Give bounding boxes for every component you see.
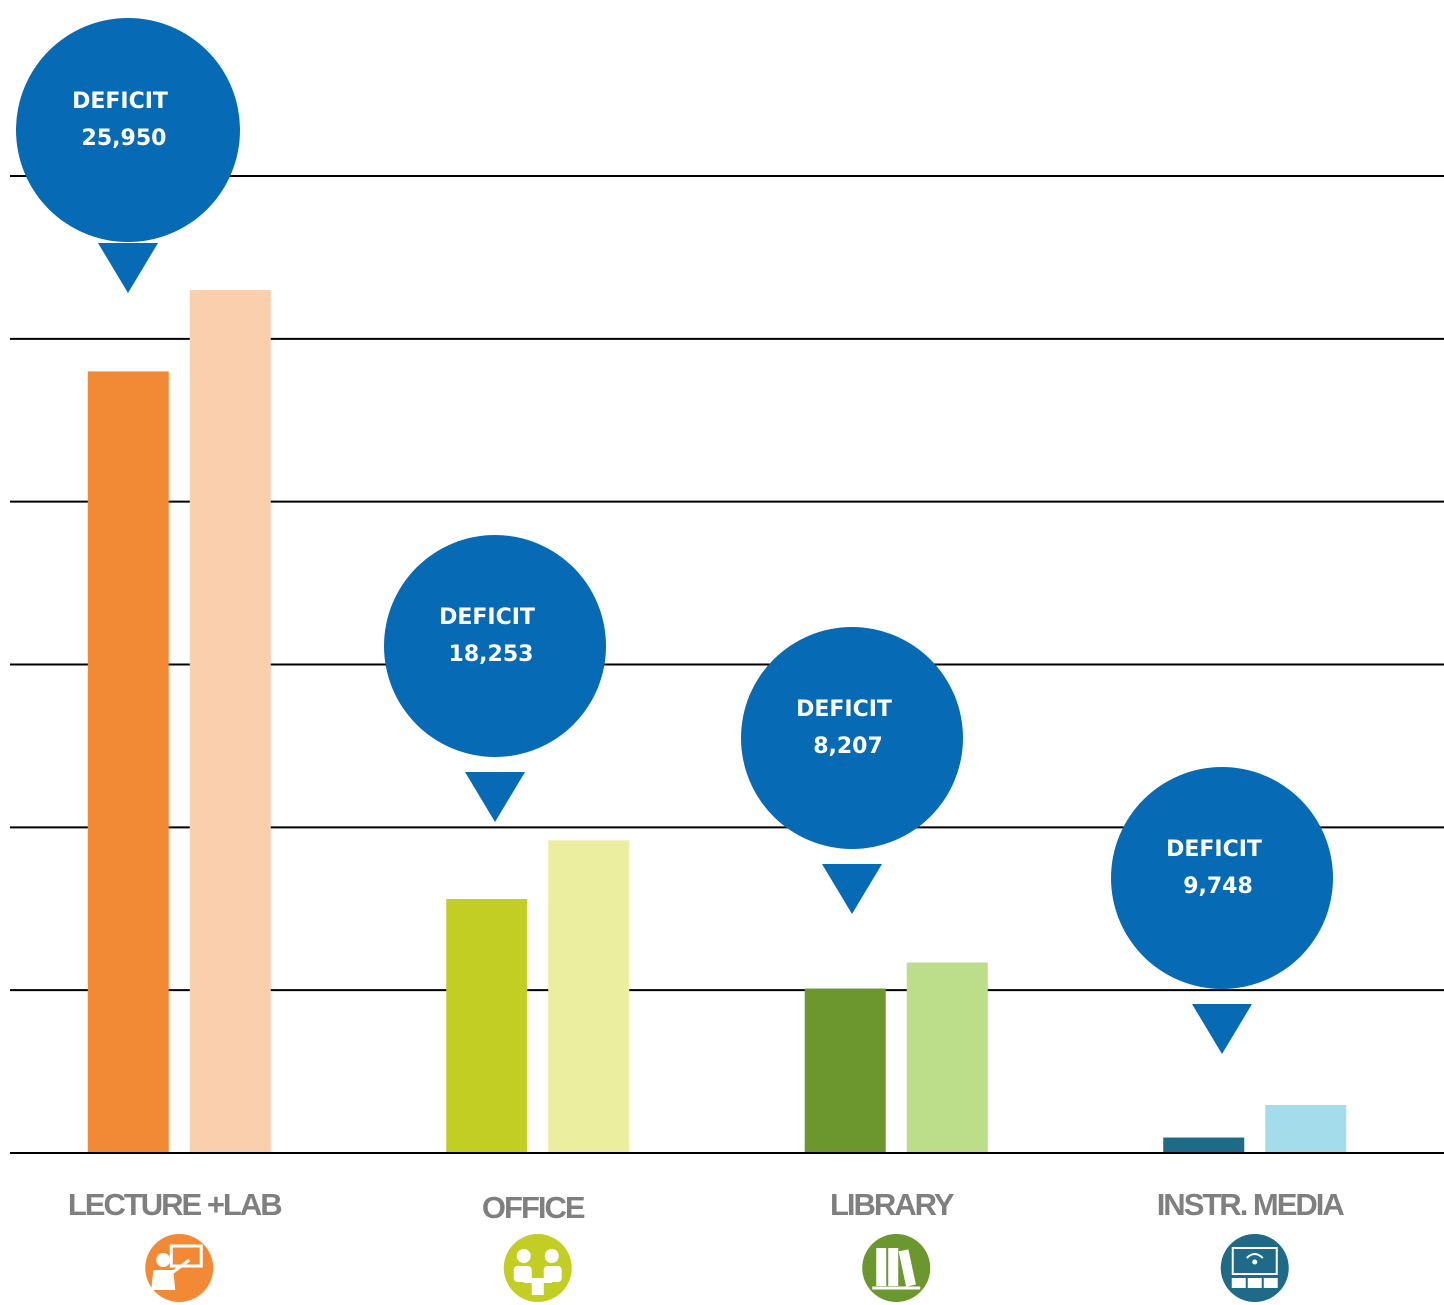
bar-1-series-0 (446, 898, 528, 1153)
callout-label: DEFICIT (1166, 837, 1262, 862)
callout-value: 9,748 (1183, 874, 1253, 899)
category-label-3: INSTR. MEDIA (1157, 1187, 1345, 1222)
bars (10, 289, 1444, 1154)
callout-bubble (741, 627, 963, 849)
callout-label: DEFICIT (439, 605, 535, 630)
bar-0-series-0 (87, 371, 169, 1153)
callout-bubble (384, 535, 606, 757)
bar-0-series-1 (189, 289, 271, 1153)
callout-value: 18,253 (449, 642, 534, 667)
category-label-0: LECTURE +LAB (68, 1187, 281, 1222)
media-monitor-icon (1220, 1234, 1289, 1302)
deficit-callout-3: DEFICIT 9,748 (1111, 767, 1333, 1054)
category-label-2: LIBRARY (830, 1187, 955, 1222)
callout-value: 25,950 (82, 126, 167, 151)
callout-bubble (1111, 767, 1333, 989)
bar-2-series-1 (906, 962, 988, 1153)
lecture-icon (145, 1234, 214, 1302)
callout-label: DEFICIT (72, 89, 168, 114)
bar-2-series-0 (804, 988, 886, 1153)
category-label-1: OFFICE (482, 1190, 585, 1225)
callout-value: 8,207 (813, 734, 883, 759)
callout-bubble (16, 18, 240, 242)
library-books-icon (862, 1234, 931, 1302)
callout-pointer (98, 243, 158, 293)
callout-pointer (1192, 1004, 1252, 1054)
deficit-callout-2: DEFICIT 8,207 (741, 627, 963, 914)
callout-pointer (465, 772, 525, 822)
deficit-callouts: DEFICIT25,950DEFICIT18,253DEFICIT8,207DE… (16, 18, 1333, 1054)
bar-3-series-1 (1265, 1104, 1347, 1153)
bar-1-series-1 (548, 840, 630, 1153)
bar-3-series-0 (1163, 1137, 1245, 1153)
deficit-callout-1: DEFICIT 18,253 (384, 535, 606, 822)
callout-label: DEFICIT (796, 697, 892, 722)
office-meeting-icon (503, 1234, 572, 1302)
category-icons (145, 1234, 1289, 1302)
deficit-callout-0: DEFICIT 25,950 (16, 18, 240, 293)
category-labels: LECTURE +LAB OFFICE LIBRARY INSTR. MEDIA (68, 1187, 1347, 1225)
callout-pointer (822, 864, 882, 914)
